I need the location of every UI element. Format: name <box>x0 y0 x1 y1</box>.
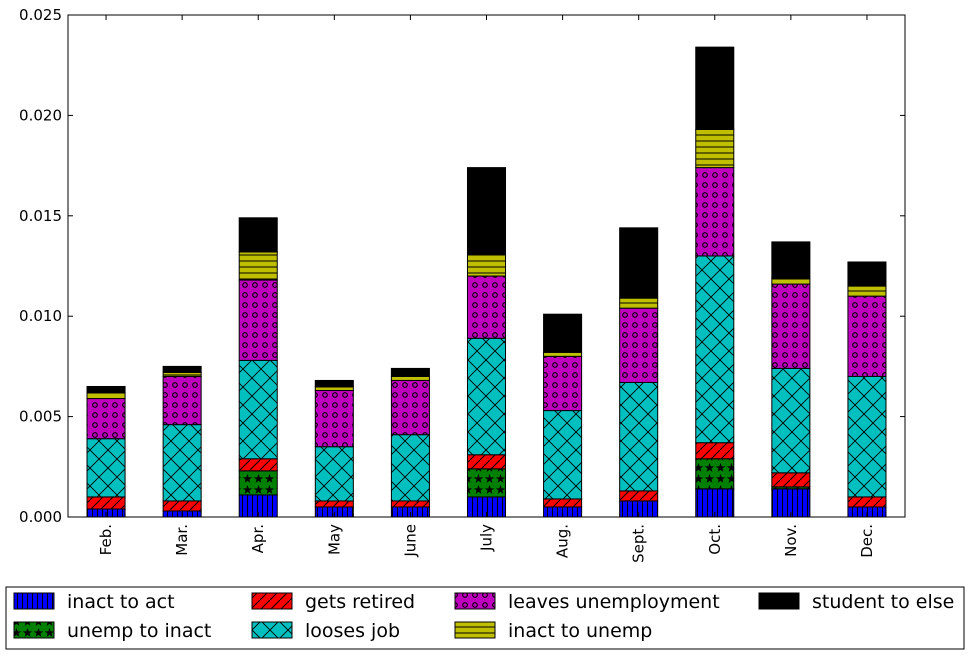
bar-6-3 <box>238 251 278 281</box>
x-tick-label-9: Oct. <box>706 524 724 555</box>
legend-label-6: inact to unemp <box>508 620 652 642</box>
legend: inact to act unemp to inact gets retired lo… <box>5 586 965 650</box>
bar-4-1 <box>86 438 126 498</box>
bar-6-9 <box>695 128 735 169</box>
bar-5-8 <box>619 307 659 383</box>
bar-7-10 <box>771 241 811 279</box>
bar-4-3 <box>238 359 278 460</box>
legend-swatch-5 <box>454 592 496 610</box>
legend-label-5: leaves unemployment <box>508 591 720 613</box>
bar-3-6 <box>466 454 507 470</box>
bar-4-5 <box>390 434 430 502</box>
bar-3-8 <box>619 490 659 502</box>
legend-swatch-3 <box>251 592 293 610</box>
y-tick-label-4: 0.020 <box>19 106 62 124</box>
bar-6-2 <box>162 371 202 377</box>
x-tick-label-3: Apr. <box>249 524 267 553</box>
bar-5-7 <box>543 355 583 412</box>
bar-5-3 <box>238 279 278 361</box>
bar-3-11 <box>847 496 887 508</box>
bar-2-9 <box>695 458 735 490</box>
x-tick-label-5: June <box>401 524 419 558</box>
legend-swatch-1 <box>13 592 55 610</box>
bar-5-9 <box>695 167 735 257</box>
bar-5-11 <box>847 295 887 377</box>
bar-5-1 <box>86 398 126 440</box>
y-tick-label-0: 0.000 <box>19 508 62 526</box>
bar-4-2 <box>162 424 202 502</box>
bar-3-2 <box>162 500 202 512</box>
bar-3-9 <box>695 442 735 460</box>
x-tick-label-6: July <box>478 524 496 552</box>
y-tick-label-5: 0.025 <box>19 6 62 24</box>
x-tick-label-4: May <box>325 524 343 555</box>
bar-5-5 <box>390 379 430 436</box>
bar-7-1 <box>86 385 126 394</box>
bar-6-11 <box>847 285 887 297</box>
bar-6-10 <box>771 277 811 285</box>
x-tick-label-10: Nov. <box>782 524 800 557</box>
y-tick-label-3: 0.015 <box>19 207 62 225</box>
bar-7-8 <box>619 227 659 299</box>
bar-4-6 <box>466 337 507 456</box>
bar-6-6 <box>466 253 507 277</box>
bar-6-7 <box>543 351 583 357</box>
bar-7-4 <box>314 379 354 387</box>
bar-5-2 <box>162 375 202 426</box>
bar-7-2 <box>162 365 202 373</box>
legend-label-7: student to else <box>812 591 954 613</box>
legend-label-2: unemp to inact <box>67 620 211 642</box>
bar-6-1 <box>86 392 126 400</box>
bar-2-6 <box>466 468 507 498</box>
x-tick-label-1: Feb. <box>97 524 115 555</box>
bar-3-5 <box>390 500 430 508</box>
bar-3-10 <box>771 472 811 488</box>
bar-4-10 <box>771 367 811 474</box>
bar-3-1 <box>86 496 126 510</box>
legend-label-4: looses job <box>305 620 400 642</box>
bar-3-3 <box>238 458 278 472</box>
x-axis: Feb. Mar. Apr. May June July Aug. Sept. Oct. Nov.… <box>97 15 876 563</box>
bar-6-4 <box>314 385 354 391</box>
legend-swatch-4 <box>251 621 293 639</box>
bar-7-9 <box>695 46 735 130</box>
legend-label-3: gets retired <box>305 591 415 613</box>
x-tick-label-11: Dec. <box>858 524 876 558</box>
bar-2-3 <box>238 470 278 496</box>
bar-6-8 <box>619 297 659 309</box>
bar-7-6 <box>466 167 507 255</box>
bar-5-6 <box>466 275 507 339</box>
bar-6-5 <box>390 375 430 381</box>
bar-5-4 <box>314 389 354 448</box>
bar-3-4 <box>314 500 354 508</box>
bars-group <box>86 46 887 518</box>
y-tick-label-2: 0.010 <box>19 307 62 325</box>
bar-4-7 <box>543 410 583 500</box>
bar-3-7 <box>543 498 583 508</box>
legend-swatch-2 <box>13 621 55 639</box>
bar-7-5 <box>390 367 430 377</box>
bar-7-11 <box>847 261 887 287</box>
x-tick-label-2: Mar. <box>173 524 191 556</box>
bar-4-4 <box>314 446 354 502</box>
legend-swatch-6 <box>454 621 496 639</box>
bar-4-8 <box>619 381 659 492</box>
x-tick-label-7: Aug. <box>554 524 572 558</box>
bar-4-11 <box>847 375 887 498</box>
bar-7-3 <box>238 217 278 253</box>
legend-label-1: inact to act <box>67 591 175 613</box>
legend-swatch-7 <box>758 592 800 610</box>
bar-4-9 <box>695 255 735 444</box>
y-tick-label-1: 0.005 <box>19 408 62 426</box>
bar-5-10 <box>771 283 811 369</box>
x-tick-label-8: Sept. <box>630 524 648 563</box>
bar-7-7 <box>543 313 583 353</box>
y-axis: 0.000 0.005 0.010 0.015 0.020 0.025 <box>19 6 905 526</box>
